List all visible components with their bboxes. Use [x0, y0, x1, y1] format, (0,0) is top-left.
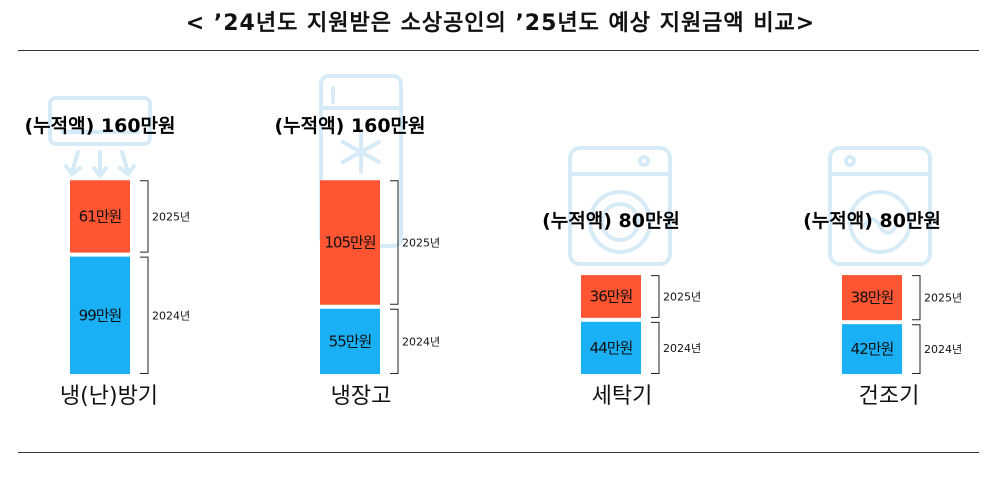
bracket: [140, 180, 149, 253]
bar-2025: [842, 275, 902, 321]
category-label: 냉장고: [331, 384, 392, 409]
bracket: [912, 324, 921, 374]
bracket: [651, 275, 660, 318]
bar-2025: [70, 180, 130, 253]
year-label: 2025년: [152, 210, 190, 223]
dryer-icon: [828, 146, 932, 266]
year-label: 2025년: [402, 237, 440, 250]
year-label: 2024년: [924, 343, 962, 356]
total-label: (누적액) 80만원: [542, 210, 680, 232]
bracket: [390, 180, 399, 305]
bar-2024: [581, 321, 641, 374]
bar-2024: [842, 324, 902, 374]
bar-value-label: 38만원: [851, 289, 894, 307]
bracket: [140, 256, 149, 374]
total-label: (누적액) 160만원: [274, 115, 425, 137]
bar-value-label: 44만원: [590, 339, 633, 357]
year-label: 2024년: [152, 309, 190, 322]
year-label: 2025년: [924, 292, 962, 305]
bar-2025: [320, 180, 380, 305]
category-label: 냉(난)방기: [60, 384, 158, 409]
category-label: 건조기: [859, 384, 920, 409]
bracket: [390, 308, 399, 374]
bar-value-label: 55만원: [329, 332, 372, 350]
bar-2025: [581, 275, 641, 318]
bracket: [912, 275, 921, 321]
year-label: 2024년: [402, 335, 440, 348]
year-label: 2024년: [663, 342, 701, 355]
bar-value-label: 36만원: [590, 287, 633, 305]
bar-2024: [320, 308, 380, 374]
total-label: (누적액) 80만원: [803, 210, 941, 232]
air-conditioner-icon: [48, 96, 152, 178]
bar-value-label: 99만원: [79, 306, 122, 324]
chart-title: < ’24년도 지원받은 소상공인의 ’25년도 예상 지원금액 비교>: [185, 11, 816, 36]
bottom-divider: [18, 452, 979, 453]
bar-value-label: 42만원: [851, 340, 894, 358]
top-divider: [18, 50, 979, 51]
category-label: 세탁기: [592, 384, 653, 409]
washing-machine-icon: [568, 146, 672, 266]
total-label: (누적액) 160만원: [24, 115, 175, 137]
bar-value-label: 61만원: [79, 207, 122, 225]
bar-2024: [70, 256, 130, 374]
year-label: 2025년: [663, 290, 701, 303]
bar-value-label: 105만원: [324, 234, 375, 252]
bracket: [651, 321, 660, 374]
